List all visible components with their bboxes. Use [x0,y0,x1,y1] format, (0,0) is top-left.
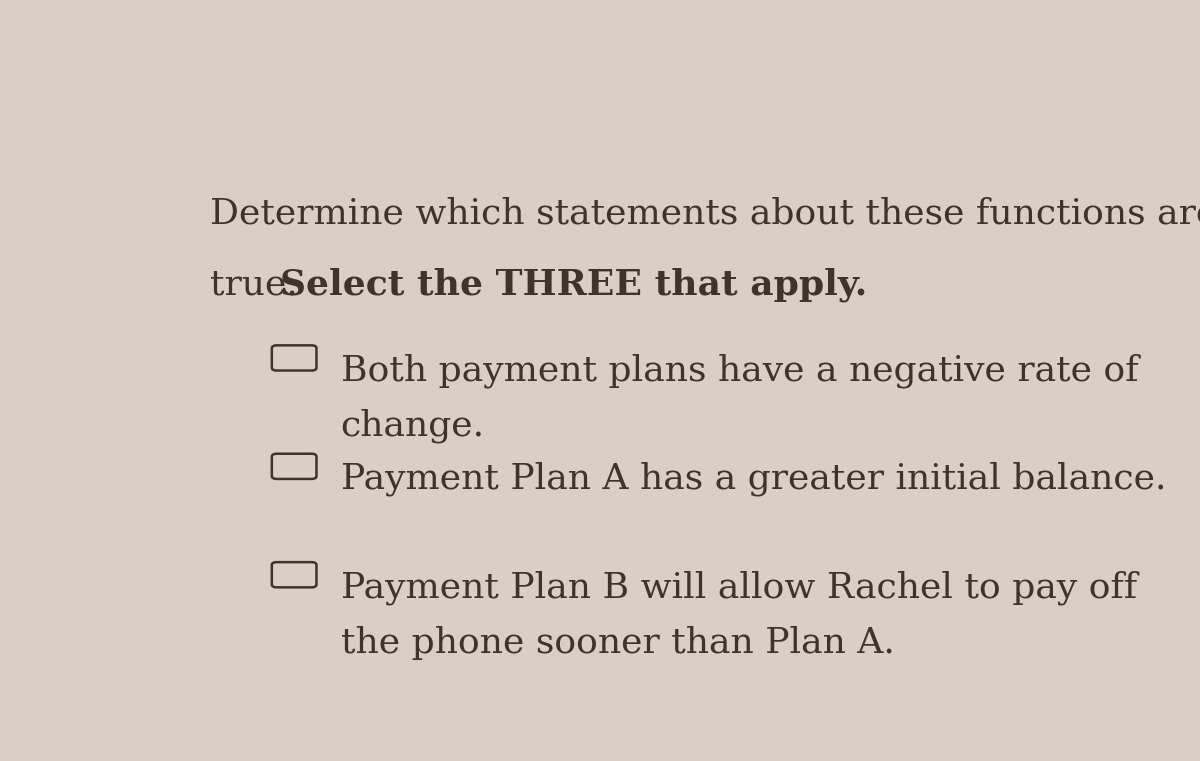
FancyBboxPatch shape [272,454,317,479]
Text: Both payment plans have a negative rate of: Both payment plans have a negative rate … [341,353,1139,388]
Text: Select the THREE that apply.: Select the THREE that apply. [281,267,868,301]
Text: true.: true. [210,267,322,301]
Text: Determine which statements about these functions are: Determine which statements about these f… [210,197,1200,231]
FancyBboxPatch shape [272,345,317,371]
Text: the phone sooner than Plan A.: the phone sooner than Plan A. [341,626,894,660]
FancyBboxPatch shape [272,562,317,587]
Text: Payment Plan B will allow Rachel to pay off: Payment Plan B will allow Rachel to pay … [341,570,1136,604]
Text: Payment Plan A has a greater initial balance.: Payment Plan A has a greater initial bal… [341,462,1166,496]
Text: change.: change. [341,409,485,444]
